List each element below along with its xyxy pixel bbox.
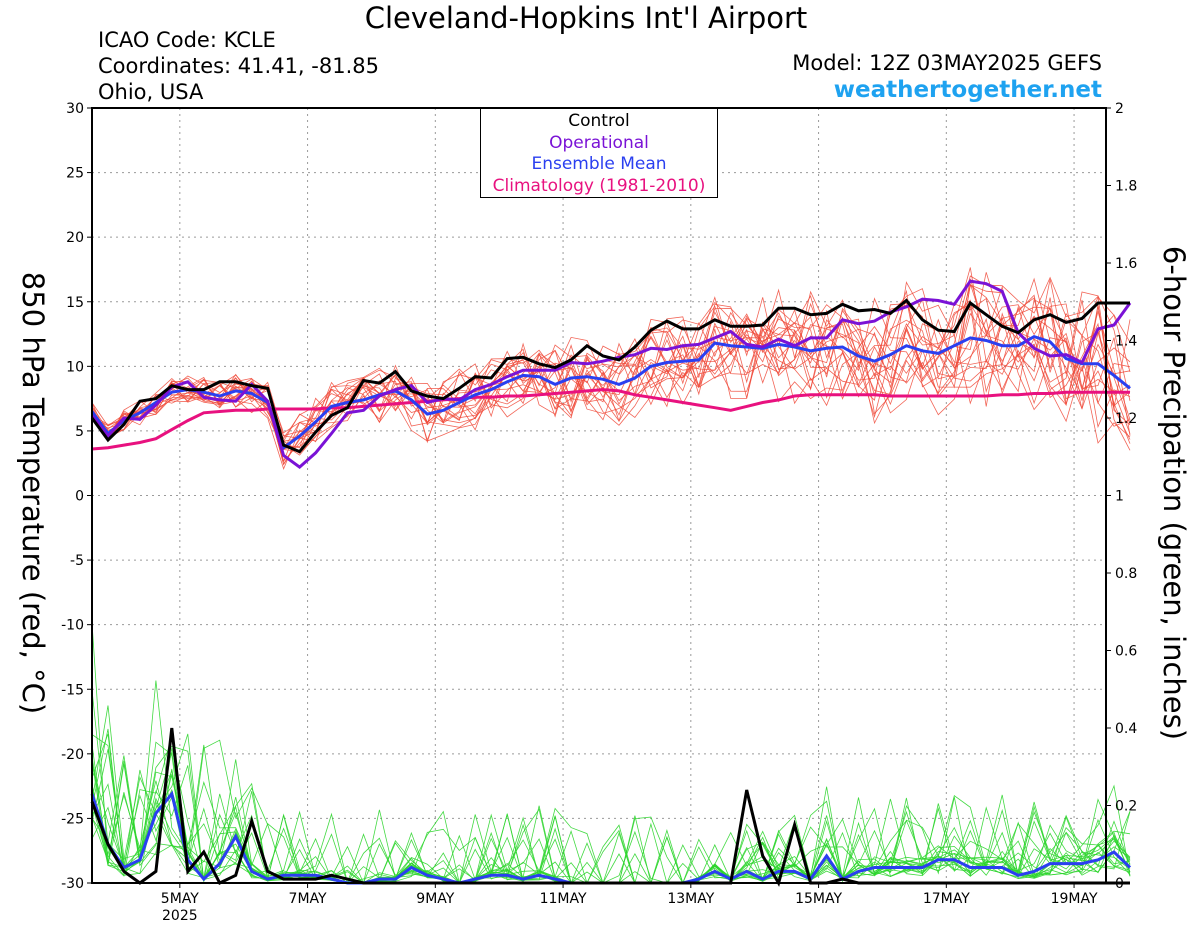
grid-lines <box>92 108 1106 883</box>
temp-control-line <box>90 298 1130 454</box>
left-axis: 30 25 20 15 10 5 0 -5 -10 -15 -20 -25 -30 <box>61 101 92 892</box>
x-tick-label: 5MAY <box>161 891 199 907</box>
left-tick-label: 5 <box>75 424 84 440</box>
left-tick-label: -30 <box>61 876 84 892</box>
left-tick-label: 10 <box>66 359 84 375</box>
right-tick-label: 0.6 <box>1115 644 1137 660</box>
right-tick-label: 0.2 <box>1115 799 1137 815</box>
x-tick-sublabel: 2025 <box>162 908 198 924</box>
right-axis-label: 6-hour Precipation (green, inches) <box>1157 245 1191 741</box>
x-tick-label: 7MAY <box>289 891 327 907</box>
left-tick-label: 15 <box>66 295 84 311</box>
x-tick-label: 9MAY <box>416 891 454 907</box>
temperature-member-line <box>91 284 1131 454</box>
legend-climatology: Climatology (1981-2010) <box>492 175 706 196</box>
precipitation-member-line <box>91 622 1131 884</box>
left-tick-label: -25 <box>61 811 84 827</box>
climatology-line <box>91 388 1130 451</box>
right-axis: 2 1.8 1.6 1.4 1.2 1 0.8 0.6 0.4 0.2 0 <box>1106 101 1137 892</box>
x-tick-label: 17MAY <box>923 891 970 907</box>
left-axis-label: 850 hPa Temperature (red, °C) <box>16 271 50 715</box>
legend-mean: Ensemble Mean <box>531 154 667 174</box>
right-tick-label: 1 <box>1115 489 1124 505</box>
temperature-member-line <box>91 272 1131 449</box>
precipitation-member-line <box>91 752 1131 884</box>
right-tick-label: 1.2 <box>1115 411 1137 427</box>
right-tick-label: 0.8 <box>1115 566 1137 582</box>
legend: Control Operational Ensemble Mean Climat… <box>480 108 718 198</box>
icao-code: ICAO Code: KCLE <box>98 28 276 52</box>
left-tick-label: -20 <box>61 747 84 763</box>
model-run: Model: 12Z 03MAY2025 GEFS <box>792 51 1102 75</box>
left-tick-label: -15 <box>61 682 84 698</box>
plot-frame <box>91 107 1107 884</box>
temperature-members <box>91 267 1131 470</box>
right-tick-label: 1.8 <box>1115 179 1137 195</box>
temperature-member-line <box>91 267 1131 442</box>
left-tick-label: -10 <box>61 618 84 634</box>
legend-control: Control <box>568 111 630 131</box>
temp-mean-line <box>90 334 1131 451</box>
right-tick-label: 1.4 <box>1115 334 1137 350</box>
left-tick-label: 25 <box>66 166 84 182</box>
left-tick-label: 0 <box>75 489 84 505</box>
temperature-member-line <box>91 299 1131 453</box>
temperature-member-line <box>91 283 1131 450</box>
precipitation-members <box>91 622 1131 885</box>
right-tick-label: 0 <box>1115 876 1124 892</box>
right-tick-label: 0.4 <box>1115 721 1137 737</box>
right-tick-label: 1.6 <box>1115 256 1137 272</box>
page-title: Cleveland-Hopkins Int'l Airport <box>364 1 808 35</box>
legend-operational: Operational <box>549 132 649 153</box>
right-tick-label: 2 <box>1115 101 1124 117</box>
left-tick-label: -5 <box>70 553 84 569</box>
left-tick-label: 30 <box>66 101 84 117</box>
temperature-member-line <box>91 303 1131 456</box>
coordinates: Coordinates: 41.41, -81.85 <box>98 54 379 78</box>
x-tick-label: 11MAY <box>540 891 587 907</box>
left-tick-label: 20 <box>66 230 84 246</box>
site-link[interactable]: weathertogether.net <box>833 77 1102 103</box>
x-tick-label: 15MAY <box>795 891 842 907</box>
region: Ohio, USA <box>98 80 204 104</box>
x-tick-label: 19MAY <box>1051 891 1098 907</box>
x-tick-label: 13MAY <box>667 891 714 907</box>
